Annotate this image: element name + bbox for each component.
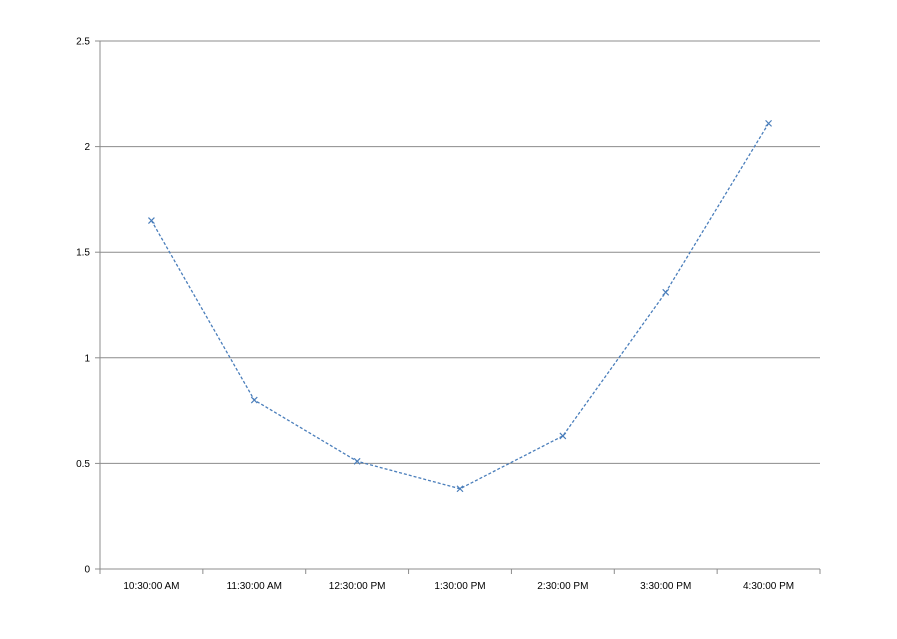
data-point-marker [353,457,361,465]
x-tick-label: 2:30:00 PM [537,581,588,592]
y-tick-label: 2 [84,142,90,153]
axes [95,40,821,574]
x-tick-label: 12:30:00 PM [329,581,386,592]
data-point-marker [148,217,155,224]
series-line [150,123,770,490]
marker-stroke [353,457,361,465]
x-tick-label: 4:30:00 PM [743,581,794,592]
x-tick-label: 10:30:00 AM [123,581,179,592]
y-tick-label: 1.5 [76,248,90,259]
x-tick-label: 3:30:00 PM [640,581,691,592]
y-tick-label: 1 [84,353,90,364]
series-layer [148,119,772,493]
data-point-marker [250,396,258,404]
data-point-marker [765,119,772,127]
marker-stroke [662,288,670,296]
marker-stroke [148,217,155,224]
y-tick-label: 0.5 [76,459,90,470]
marker-stroke [765,119,772,127]
gridlines [100,40,820,464]
y-tick-label: 2.5 [76,37,90,48]
y-tick-label: 0 [84,565,90,576]
x-tick-label: 1:30:00 PM [434,581,485,592]
data-point-marker [456,485,464,493]
y-tick-labels: 0 0.5 1 1.5 2 2.5 [76,37,90,576]
x-tick-labels: 10:30:00 AM 11:30:00 AM 12:30:00 PM 1:30:00… [123,581,794,592]
data-point-marker [559,432,567,440]
data-point-marker [662,288,670,296]
marker-stroke [559,432,567,440]
marker-stroke [250,396,258,404]
x-tick-label: 11:30:00 AM [227,581,282,592]
marker-stroke [456,485,464,493]
